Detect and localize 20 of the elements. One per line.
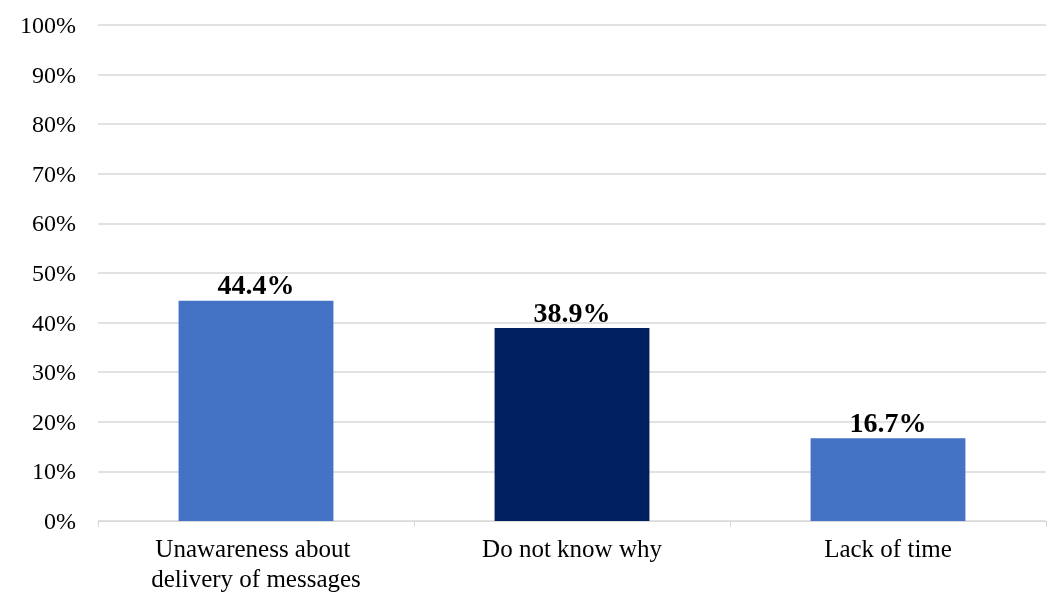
bar (810, 438, 966, 521)
bar (494, 328, 650, 521)
x-tick-label: Lack of time (824, 534, 952, 562)
y-tick-label: 90% (32, 61, 76, 88)
x-tick-label: Unawareness about delivery of messages (151, 534, 361, 592)
y-tick-label: 60% (32, 210, 76, 237)
y-tick-label: 70% (32, 160, 76, 187)
y-tick-label: 20% (32, 408, 76, 435)
bar (178, 300, 334, 521)
x-tick-label: Do not know why (482, 534, 663, 562)
y-tick-label: 10% (32, 458, 76, 485)
y-tick-label: 30% (32, 359, 76, 386)
y-tick-label: 100% (20, 12, 76, 38)
y-tick-label: 80% (32, 111, 76, 138)
data-label: 44.4% (217, 269, 295, 301)
y-tick-label: 0% (44, 508, 76, 534)
y-tick-label: 40% (32, 309, 76, 336)
y-tick-label: 50% (32, 260, 76, 286)
data-label: 16.7% (849, 406, 927, 438)
data-label: 38.9% (533, 296, 611, 328)
